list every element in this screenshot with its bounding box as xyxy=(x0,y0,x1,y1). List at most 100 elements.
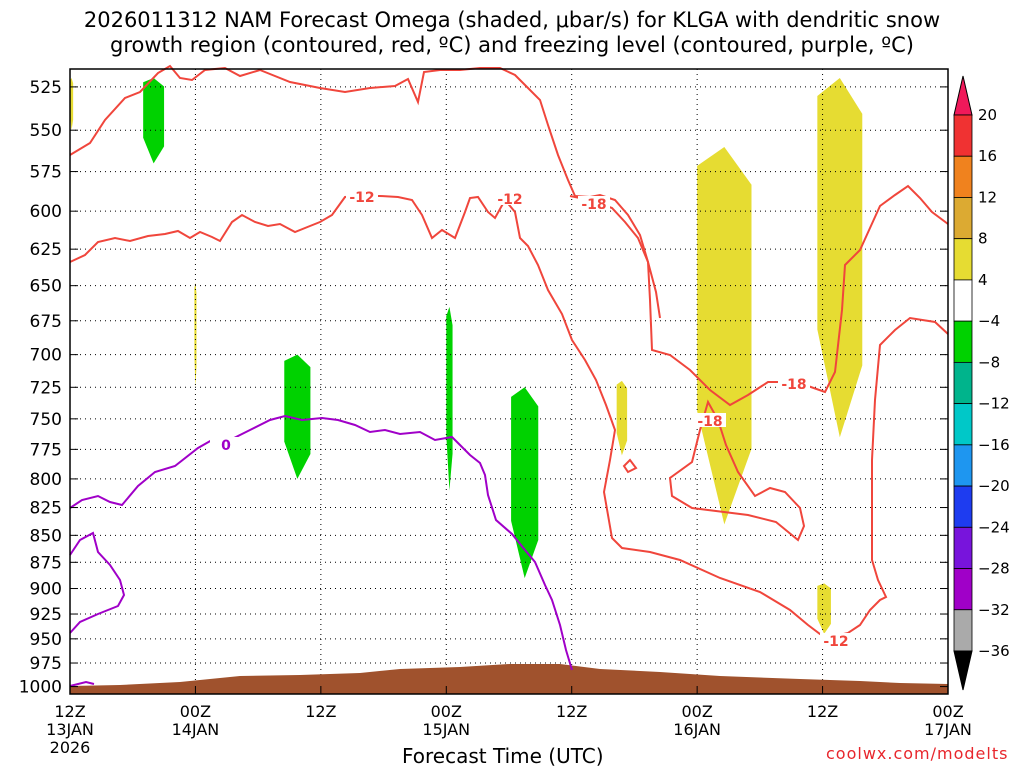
x-tick-label-84-2: 17JAN xyxy=(924,720,972,739)
y-tick-label-600: 600 xyxy=(30,202,62,222)
contour-label-bg-3 xyxy=(778,376,810,390)
contour-0-freezing xyxy=(69,414,573,671)
colorbar-segment-5 xyxy=(953,320,973,363)
colorbar-label-5: −4 xyxy=(978,312,1000,330)
y-tick-label-850: 850 xyxy=(30,526,62,546)
contour-minus12-small xyxy=(622,458,638,474)
y-tick-label-700: 700 xyxy=(30,346,62,366)
colorbar-segment-6 xyxy=(953,361,973,405)
colorbar-label-8: −16 xyxy=(978,436,1010,454)
colorbar-label-11: −28 xyxy=(978,560,1010,578)
colorbar-label-4: 4 xyxy=(978,271,988,289)
contour-layer xyxy=(69,64,949,687)
omega-region-sinking-4 xyxy=(446,306,453,491)
contour-0-surface xyxy=(69,680,95,687)
y-tick-label-625: 625 xyxy=(30,240,62,260)
contour-0-lower xyxy=(69,531,126,634)
y-tick-label-875: 875 xyxy=(30,553,62,573)
contour-label-3: -18 xyxy=(781,377,806,393)
y-tick-label-750: 750 xyxy=(30,410,62,430)
y-tick-label-575: 575 xyxy=(30,163,62,183)
x-tick-label-84-1: 00Z xyxy=(932,702,963,721)
colorbar-label-9: −20 xyxy=(978,477,1010,495)
contour-label-bg-4 xyxy=(694,413,726,427)
contour-minus12-mid xyxy=(69,195,949,638)
x-tick-label-60-1: 00Z xyxy=(681,702,712,721)
contour-label-bg-1 xyxy=(494,191,526,205)
colorbar-label-6: −8 xyxy=(978,353,1000,371)
x-tick-label-36-2: 15JAN xyxy=(422,720,470,739)
contour-label-5: -12 xyxy=(823,634,848,650)
omega-region-rising-6 xyxy=(616,380,628,456)
y-tick-label-650: 650 xyxy=(30,277,62,297)
y-tick-label-675: 675 xyxy=(30,312,62,332)
chart-title-line-1: 2026011312 NAM Forecast Omega (shaded, μ… xyxy=(83,8,941,32)
terrain-fill xyxy=(70,664,948,694)
contour-label-1: -12 xyxy=(497,192,522,208)
colorbar-bottom-arrow xyxy=(953,650,973,691)
y-tick-label-800: 800 xyxy=(30,470,62,490)
colorbar-segment-0 xyxy=(953,114,973,157)
axes-layer: 525 550 575 600 625 650 675 700 725 750 775 800 825 8… xyxy=(19,68,972,757)
x-axis-label: Forecast Time (UTC) xyxy=(402,744,604,768)
y-tick-label-900: 900 xyxy=(30,580,62,600)
contour-label-bg-2 xyxy=(578,196,610,210)
contour-label-6: 0 xyxy=(221,438,231,454)
x-tick-label-24-1: 12Z xyxy=(305,702,336,721)
x-tick-label-36-1: 00Z xyxy=(431,702,462,721)
x-tick-label-0-1: 12Z xyxy=(54,702,85,721)
colorbar-label-1: 16 xyxy=(978,147,997,165)
colorbar-segment-10 xyxy=(953,526,973,569)
colorbar-label-7: −12 xyxy=(978,395,1010,413)
omega-region-rising-1 xyxy=(194,282,197,388)
x-tick-label-0-2: 13JAN xyxy=(46,720,94,739)
colorbar: 20 16 12 8 4 −4 −8 −12 −16 −20 −24 −28 −32 −36 xyxy=(953,75,1010,691)
contour-label-bg-0 xyxy=(346,189,378,203)
x-tick-label-12-2: 14JAN xyxy=(172,720,220,739)
contour-label-0: -12 xyxy=(349,190,374,206)
contour-minus18 xyxy=(569,184,949,407)
y-tick-label-725: 725 xyxy=(30,378,62,398)
contour-label-bg-5 xyxy=(820,633,852,647)
grid-layer xyxy=(69,69,949,694)
colorbar-segment-3 xyxy=(953,238,973,281)
omega-shading-layer xyxy=(70,77,863,634)
colorbar-label-13: −36 xyxy=(978,642,1010,660)
colorbar-segment-12 xyxy=(953,609,973,652)
y-tick-label-775: 775 xyxy=(30,440,62,460)
contour-minus18-closed xyxy=(668,399,806,542)
y-tick-label-550: 550 xyxy=(30,121,62,141)
credit-text: coolwx.com/modelts xyxy=(826,744,1009,763)
omega-region-rising-7 xyxy=(697,146,752,525)
x-tick-label-60-2: 16JAN xyxy=(673,720,721,739)
colorbar-label-10: −24 xyxy=(978,518,1010,536)
colorbar-segment-2 xyxy=(953,197,973,240)
omega-region-sinking-5 xyxy=(511,387,539,579)
x-tick-label-0-3: 2026 xyxy=(50,738,91,757)
colorbar-segment-7 xyxy=(953,403,973,446)
x-tick-label-72-1: 12Z xyxy=(807,702,838,721)
y-tick-label-925: 925 xyxy=(30,605,62,625)
colorbar-label-12: −32 xyxy=(978,601,1010,619)
x-tick-label-48-1: 12Z xyxy=(556,702,587,721)
omega-region-rising-8 xyxy=(817,77,863,438)
plot-frame xyxy=(69,68,949,695)
colorbar-label-0: 20 xyxy=(978,106,997,124)
colorbar-label-3: 8 xyxy=(978,230,988,248)
colorbar-segment-11 xyxy=(953,568,973,611)
omega-region-rising-0 xyxy=(70,77,74,131)
contour-label-4: -18 xyxy=(697,414,722,430)
colorbar-segment-1 xyxy=(953,155,973,198)
y-tick-label-825: 825 xyxy=(30,499,62,519)
omega-region-sinking-3 xyxy=(284,354,311,479)
y-tick-label-525: 525 xyxy=(30,78,62,98)
y-tick-label-975: 975 xyxy=(30,654,62,674)
chart-title-line-2: growth region (contoured, red, ºC) and f… xyxy=(110,33,914,57)
colorbar-segment-4 xyxy=(953,279,973,322)
colorbar-top-arrow xyxy=(953,75,973,116)
terrain-layer xyxy=(70,664,948,694)
y-tick-label-950: 950 xyxy=(30,630,62,650)
omega-region-rising-9 xyxy=(817,583,831,634)
colorbar-segment-8 xyxy=(953,444,973,487)
